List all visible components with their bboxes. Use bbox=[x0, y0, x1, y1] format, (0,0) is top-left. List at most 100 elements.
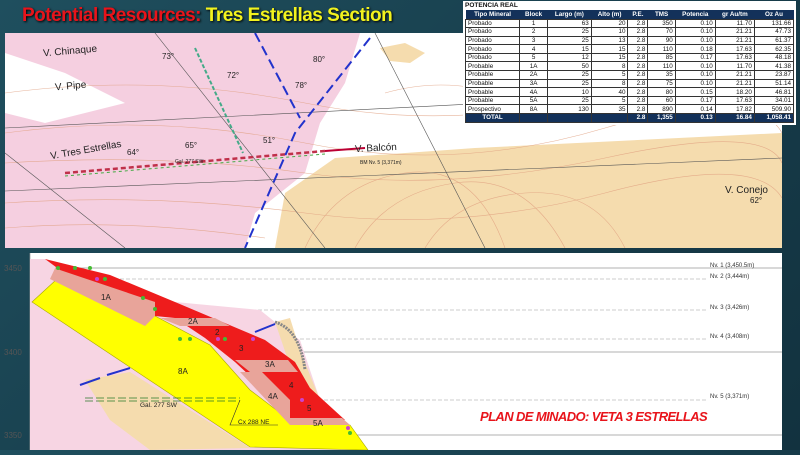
block-label: 5A bbox=[313, 419, 323, 428]
axis-tick: 3350 bbox=[4, 431, 22, 440]
table-cell: 2.8 bbox=[627, 61, 649, 72]
table-cell: Probable bbox=[464, 78, 521, 89]
table-cell: 40 bbox=[590, 87, 629, 97]
table-row: Probable 5A 25 5 2.8 60 0.17 17.63 34.01 bbox=[464, 95, 795, 106]
table-cell: 2 bbox=[519, 27, 549, 37]
table-cell: Probado bbox=[464, 27, 521, 37]
table-cell: 5 bbox=[590, 70, 629, 80]
salmon-block-1A bbox=[50, 264, 155, 326]
total-row: TOTAL 2.8 1,355 0.13 16.84 1,058.41 bbox=[464, 113, 795, 123]
table-cell: 20 bbox=[590, 18, 629, 29]
table-cell: 8 bbox=[590, 61, 629, 72]
table-cell: 0.17 bbox=[674, 95, 716, 106]
table-cell: Probable bbox=[464, 70, 521, 80]
table-cell: 11.70 bbox=[714, 18, 755, 29]
table-cell: 21.21 bbox=[714, 70, 755, 80]
table-cell: 70 bbox=[647, 27, 676, 37]
table-row: Probable 2A 25 5 2.8 35 0.10 21.21 23.87 bbox=[464, 70, 795, 80]
vein-label-balcon: V. Balcón bbox=[354, 141, 398, 156]
table-cell: 10 bbox=[590, 27, 629, 37]
total-cell: TOTAL bbox=[464, 113, 521, 123]
table-cell: 17.63 bbox=[714, 95, 755, 106]
table-cell: 21.21 bbox=[714, 27, 755, 37]
table-cell: 75 bbox=[647, 78, 676, 89]
table-cell: Probable bbox=[464, 87, 521, 97]
column-header: Alto (m) bbox=[591, 10, 628, 19]
title-part1: Potential Resources: bbox=[22, 5, 202, 26]
table-cell: 35 bbox=[647, 70, 676, 80]
column-header: Block bbox=[519, 10, 548, 19]
cx-label: Cx 288 NE bbox=[238, 419, 270, 426]
table-cell: Probable bbox=[464, 95, 521, 106]
table-cell: 21.21 bbox=[714, 78, 755, 89]
table-cell: 5 bbox=[519, 52, 549, 63]
block-label: 2 bbox=[215, 328, 220, 337]
table-cell: 350 bbox=[647, 18, 676, 29]
table-cell: 0.10 bbox=[674, 27, 716, 37]
dip-label: 62° bbox=[750, 196, 763, 205]
total-cell bbox=[590, 113, 629, 123]
table-cell: Probable bbox=[464, 61, 521, 72]
column-header: TMS bbox=[647, 10, 676, 19]
table-cell: 23.87 bbox=[753, 70, 795, 80]
table-cell: 2.8 bbox=[627, 104, 649, 115]
table-cell: 3A bbox=[519, 78, 549, 89]
salmon-band-5A bbox=[290, 418, 350, 425]
table-row: Probable 4A 10 40 2.8 80 0.15 18.20 46.81 bbox=[464, 87, 795, 97]
table-cell: 0.10 bbox=[674, 70, 716, 80]
tan-zone bbox=[275, 133, 782, 248]
resource-table: POTENCIA REAL Tipo Mineral Block Largo (m)… bbox=[463, 1, 796, 125]
table-cell: 3 bbox=[519, 35, 549, 46]
table-cell: 0.15 bbox=[674, 87, 716, 97]
total-cell bbox=[519, 113, 549, 123]
section-graphics bbox=[29, 253, 782, 451]
bm-label: BM Nv. 5 (3,371m) bbox=[360, 160, 402, 166]
table-cell: 48.18 bbox=[753, 52, 795, 63]
title-part2: Tres Estrellas Section bbox=[205, 5, 393, 26]
cross-section: 3450 3400 3350 Nv. 1 (3,450.5m) Nv. 2 (3… bbox=[0, 253, 782, 451]
table-cell: 62.35 bbox=[753, 44, 795, 54]
level-label: Nv. 3 (3,426m) bbox=[710, 305, 750, 311]
table-cell: 0.10 bbox=[674, 78, 716, 89]
table-cell: 85 bbox=[647, 52, 676, 63]
table-cell: 25 bbox=[547, 95, 592, 106]
table-cell: 131.66 bbox=[753, 18, 795, 29]
table-cell: 10 bbox=[547, 87, 592, 97]
block-label: 3 bbox=[239, 344, 244, 353]
level-label: Nv. 4 (3,408m) bbox=[710, 334, 750, 340]
table-cell: 2.8 bbox=[627, 52, 649, 63]
table-cell: 47.73 bbox=[753, 27, 795, 37]
axis-tick: 3400 bbox=[4, 348, 22, 357]
column-header: Tipo Mineral bbox=[465, 10, 520, 19]
table-cell: 25 bbox=[547, 27, 592, 37]
table-cell: 21.21 bbox=[714, 35, 755, 46]
table-cell: Probado bbox=[464, 35, 521, 46]
table-cell: 5 bbox=[590, 95, 629, 106]
table-cell: 1 bbox=[519, 18, 549, 29]
table-row: Probado 3 25 13 2.8 90 0.10 21.21 61.37 bbox=[464, 35, 795, 46]
table-cell: 890 bbox=[647, 104, 676, 115]
table-cell: 110 bbox=[647, 44, 676, 54]
dip-label: 73° bbox=[162, 52, 175, 61]
total-cell: 1,355 bbox=[647, 113, 676, 123]
plan-title: PLAN DE MINADO: VETA 3 ESTRELLAS bbox=[480, 409, 708, 424]
block-label: 5 bbox=[307, 404, 312, 413]
table-row: Probado 4 15 15 2.8 110 0.18 17.63 62.35 bbox=[464, 44, 795, 54]
table-cell: 8A bbox=[519, 104, 549, 115]
table-cell: 80 bbox=[647, 87, 676, 97]
table-cell: 0.18 bbox=[674, 44, 716, 54]
table-cell: 4 bbox=[519, 44, 549, 54]
column-header: P.E. bbox=[627, 10, 648, 19]
table-cell: 12 bbox=[547, 52, 592, 63]
table-row: Probable 3A 25 8 2.8 75 0.10 21.21 51.14 bbox=[464, 78, 795, 89]
table-cell: 41.38 bbox=[753, 61, 795, 72]
column-header: Potencia bbox=[675, 10, 716, 19]
gal-label: Gal. 277 SW bbox=[175, 159, 204, 165]
vein-label-conejo: V. Conejo bbox=[725, 185, 768, 196]
dip-label: 65° bbox=[185, 141, 198, 150]
tan-zone-small bbox=[380, 43, 425, 63]
table-caption: POTENCIA REAL bbox=[465, 2, 518, 9]
level-label: Nv. 1 (3,450.5m) bbox=[710, 263, 755, 269]
table-cell: 13 bbox=[590, 35, 629, 46]
table-cell: 15 bbox=[547, 44, 592, 54]
